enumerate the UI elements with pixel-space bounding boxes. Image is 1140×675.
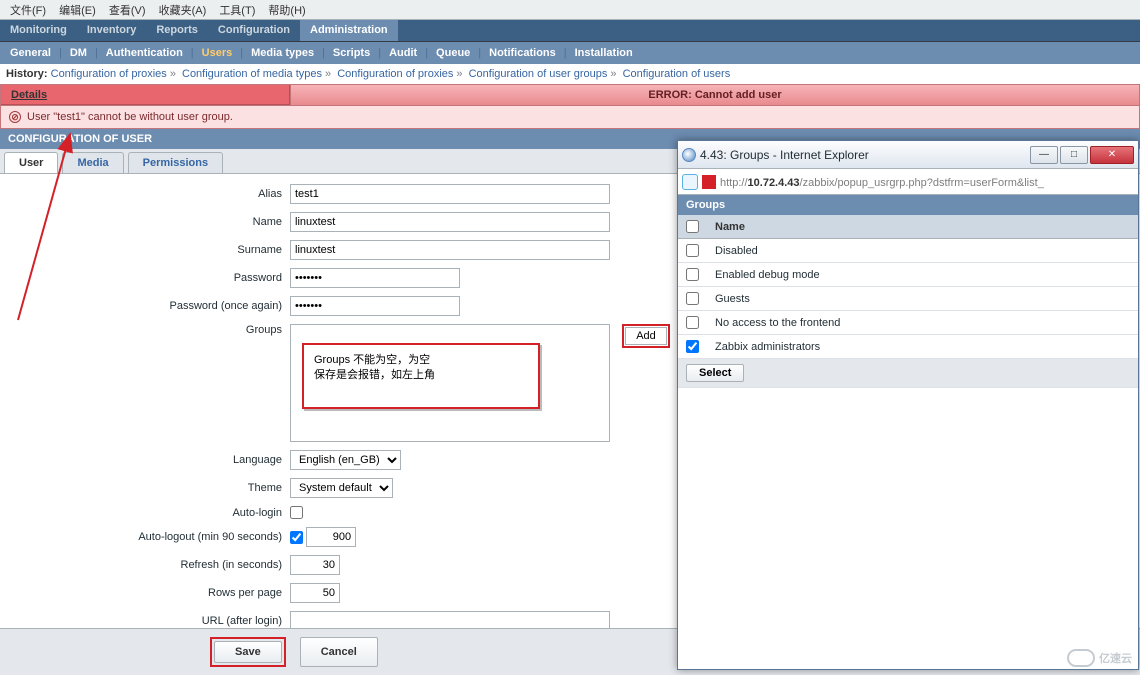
popup-title: 4.43: Groups - Internet Explorer (696, 148, 1028, 162)
group-checkbox[interactable] (686, 316, 699, 329)
menu-fav[interactable]: 收藏夹(A) (155, 0, 211, 20)
form-tab-user[interactable]: User (4, 152, 58, 173)
menu-tools[interactable]: 工具(T) (215, 0, 259, 20)
label-autologout: Auto-logout (min 90 seconds) (10, 531, 290, 543)
tab-administration[interactable]: Administration (300, 20, 398, 41)
input-password[interactable] (290, 268, 460, 288)
label-surname: Surname (10, 244, 290, 256)
subnav-general[interactable]: General (4, 47, 57, 59)
group-checkbox[interactable] (686, 340, 699, 353)
error-panel: Details ERROR: Cannot add user ⊘ User "t… (0, 84, 1140, 129)
checkbox-autologout[interactable] (290, 531, 303, 544)
close-button[interactable]: ✕ (1090, 146, 1134, 164)
label-autologin: Auto-login (10, 507, 290, 519)
group-row[interactable]: Zabbix administrators (707, 335, 1138, 359)
group-row[interactable]: Guests (707, 287, 1138, 311)
subnav-audit[interactable]: Audit (383, 47, 423, 59)
shield-icon[interactable] (682, 174, 698, 190)
subnav-mediatypes[interactable]: Media types (245, 47, 320, 59)
input-name[interactable] (290, 212, 610, 232)
form-tab-media[interactable]: Media (62, 152, 123, 173)
input-surname[interactable] (290, 240, 610, 260)
error-icon: ⊘ (9, 111, 21, 123)
label-alias: Alias (10, 188, 290, 200)
input-rowsperpage[interactable] (290, 583, 340, 603)
input-alias[interactable] (290, 184, 610, 204)
label-password2: Password (once again) (10, 300, 290, 312)
popup-titlebar[interactable]: 4.43: Groups - Internet Explorer — □ ✕ (678, 141, 1138, 169)
label-url: URL (after login) (10, 615, 290, 627)
history-label: History: (6, 68, 48, 80)
menu-file[interactable]: 文件(F) (6, 0, 50, 20)
popup-section-header: Groups (678, 195, 1138, 215)
groups-popup: 4.43: Groups - Internet Explorer — □ ✕ h… (677, 140, 1139, 670)
history-link[interactable]: Configuration of proxies (337, 68, 453, 80)
error-title: ERROR: Cannot add user (291, 85, 1139, 105)
save-button[interactable]: Save (214, 641, 282, 663)
input-autologout[interactable] (306, 527, 356, 547)
group-checkbox[interactable] (686, 292, 699, 305)
history-link[interactable]: Configuration of users (623, 68, 731, 80)
label-groups: Groups (10, 324, 290, 336)
form-tab-permissions[interactable]: Permissions (128, 152, 223, 173)
history-bar: History: Configuration of proxies» Confi… (0, 64, 1140, 84)
subnav-queue[interactable]: Queue (430, 47, 476, 59)
popup-urlbar: http://10.72.4.43/zabbix/popup_usrgrp.ph… (678, 169, 1138, 195)
error-message: User "test1" cannot be without user grou… (27, 111, 233, 123)
select-all-checkbox[interactable] (686, 220, 699, 233)
group-checkbox[interactable] (686, 244, 699, 257)
tab-inventory[interactable]: Inventory (77, 20, 147, 41)
subnav-install[interactable]: Installation (569, 47, 639, 59)
site-icon (702, 175, 716, 189)
history-link[interactable]: Configuration of media types (182, 68, 322, 80)
groups-table: Name Disabled Enabled debug mode Guests … (678, 215, 1138, 388)
tab-reports[interactable]: Reports (146, 20, 208, 41)
save-highlight: Save (210, 637, 286, 667)
subnav-dm[interactable]: DM (64, 47, 93, 59)
annotation-note: Groups 不能为空，为空 保存是会报错，如左上角 (302, 343, 540, 409)
cloud-icon (1067, 649, 1095, 667)
history-link[interactable]: Configuration of proxies (51, 68, 167, 80)
error-details-toggle[interactable]: Details (1, 85, 291, 105)
history-link[interactable]: Configuration of user groups (469, 68, 608, 80)
group-row[interactable]: No access to the frontend (707, 311, 1138, 335)
menu-help[interactable]: 帮助(H) (264, 0, 309, 20)
tab-configuration[interactable]: Configuration (208, 20, 300, 41)
select-theme[interactable]: System default (290, 478, 393, 498)
add-button-highlight: Add (622, 324, 670, 348)
input-password2[interactable] (290, 296, 460, 316)
label-theme: Theme (10, 482, 290, 494)
label-password: Password (10, 272, 290, 284)
group-checkbox[interactable] (686, 268, 699, 281)
subnav-users[interactable]: Users (196, 47, 239, 59)
add-button[interactable]: Add (625, 327, 667, 345)
menu-view[interactable]: 查看(V) (105, 0, 150, 20)
label-language: Language (10, 454, 290, 466)
subnav-auth[interactable]: Authentication (100, 47, 189, 59)
group-row[interactable]: Enabled debug mode (707, 263, 1138, 287)
subnav-scripts[interactable]: Scripts (327, 47, 376, 59)
label-refresh: Refresh (in seconds) (10, 559, 290, 571)
sub-menu: General| DM| Authentication| Users| Medi… (0, 42, 1140, 64)
ie-icon (682, 148, 696, 162)
select-language[interactable]: English (en_GB) (290, 450, 401, 470)
maximize-button[interactable]: □ (1060, 146, 1088, 164)
subnav-notif[interactable]: Notifications (483, 47, 562, 59)
tab-monitoring[interactable]: Monitoring (0, 20, 77, 41)
browser-menu: 文件(F) 编辑(E) 查看(V) 收藏夹(A) 工具(T) 帮助(H) (0, 0, 1140, 20)
col-name[interactable]: Name (707, 215, 1138, 239)
select-button[interactable]: Select (686, 364, 744, 382)
menu-edit[interactable]: 编辑(E) (55, 0, 100, 20)
top-tabs: Monitoring Inventory Reports Configurati… (0, 20, 1140, 42)
watermark: 亿速云 (1067, 649, 1132, 667)
minimize-button[interactable]: — (1030, 146, 1058, 164)
label-rpp: Rows per page (10, 587, 290, 599)
label-name: Name (10, 216, 290, 228)
group-row[interactable]: Disabled (707, 239, 1138, 263)
input-refresh[interactable] (290, 555, 340, 575)
url-text[interactable]: http://10.72.4.43/zabbix/popup_usrgrp.ph… (720, 175, 1044, 189)
checkbox-autologin[interactable] (290, 506, 303, 519)
cancel-button[interactable]: Cancel (300, 637, 378, 667)
